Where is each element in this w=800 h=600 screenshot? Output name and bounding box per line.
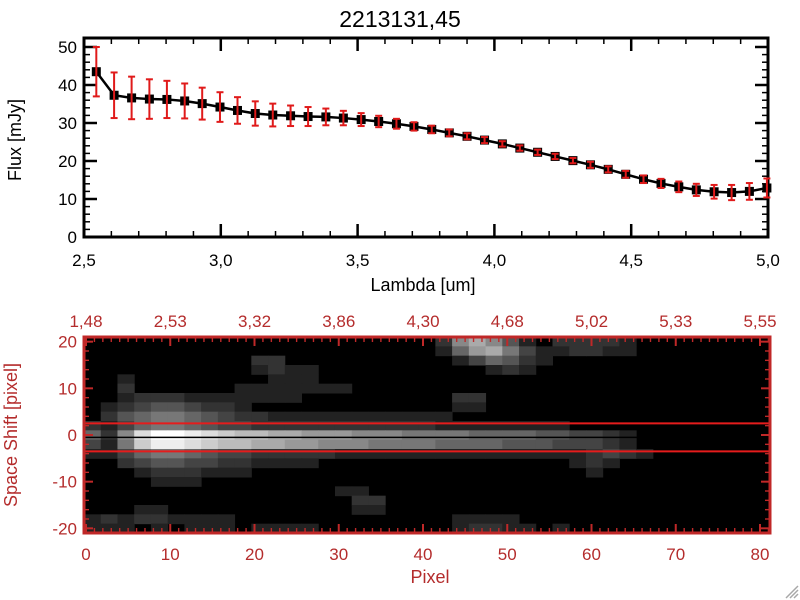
heatmap-image [84, 337, 654, 534]
plot-title: 2213131,45 [339, 6, 461, 32]
image-overlay-lines [84, 422, 770, 453]
spectrum-x-tick-label: 3,0 [209, 251, 233, 270]
image-tick-labels: 1,48 0 2,53 10 3,32 20 3,86 30 4,30 40 4,68 50 5,02 6… [52, 312, 776, 564]
image-y-tick-label: 10 [58, 379, 77, 398]
spectrum-x-tick-label: 3,5 [346, 251, 370, 270]
image-frame [82, 335, 772, 535]
pixel-axis-label: Pixel [410, 567, 449, 587]
spectrum-x-tick-label: 5,0 [756, 251, 780, 270]
resize-grip-icon[interactable] [785, 585, 799, 599]
spectrum-y-tick-label: 40 [58, 76, 77, 95]
image-top-wavelength-label: 1,48 [69, 312, 102, 331]
image-x-tick-label: 70 [666, 545, 685, 564]
space-shift-axis-label: Space Shift [pixel] [1, 363, 21, 507]
spectrum-x-tick-label: 4,0 [483, 251, 507, 270]
image-top-wavelength-label: 5,33 [659, 312, 692, 331]
image-top-wavelength-label: 3,86 [322, 312, 355, 331]
image-top-wavelength-label: 5,55 [743, 312, 776, 331]
spectrum-x-tick-label: 2,5 [72, 251, 96, 270]
spectrum-tick-labels: 2,5 3,0 3,5 4,0 4,5 5,0 0 10 20 30 40 50 [58, 38, 780, 270]
image-x-tick-label: 40 [414, 545, 433, 564]
image-top-wavelength-label: 5,02 [575, 312, 608, 331]
spectrum-y-tick-label: 50 [58, 38, 77, 57]
image-x-tick-label: 30 [329, 545, 348, 564]
spectrum-y-tick-label: 20 [58, 152, 77, 171]
image-x-tick-label: 60 [582, 545, 601, 564]
image-top-wavelength-label: 3,32 [238, 312, 271, 331]
image-top-wavelength-label: 4,68 [491, 312, 524, 331]
image-x-tick-label: 0 [81, 545, 90, 564]
image-y-tick-label: 20 [58, 333, 77, 352]
image-x-tick-label: 10 [161, 545, 180, 564]
spectrum-frame [82, 36, 770, 239]
image-y-tick-label: 0 [68, 426, 77, 445]
spectrum-y-tick-label: 10 [58, 190, 77, 209]
image-y-tick-label: -10 [52, 473, 77, 492]
image-x-tick-label: 80 [751, 545, 770, 564]
image-y-tick-label: -20 [52, 519, 77, 538]
spectrum-x-tick-label: 4,5 [619, 251, 643, 270]
image-x-tick-label: 50 [498, 545, 517, 564]
flux-axis-label: Flux [mJy] [5, 99, 25, 181]
spectrum-y-tick-label: 0 [68, 228, 77, 247]
image-top-wavelength-label: 4,30 [406, 312, 439, 331]
spectrum-ticks [82, 38, 770, 239]
spectrum-y-tick-label: 30 [58, 114, 77, 133]
lambda-axis-label: Lambda [um] [370, 275, 475, 295]
render-root: 2,5 3,0 3,5 4,0 4,5 5,0 0 10 20 30 40 50 1,48 0 2,53 10… [52, 36, 780, 564]
image-top-wavelength-label: 2,53 [154, 312, 187, 331]
image-x-tick-label: 20 [245, 545, 264, 564]
spectrum-error-bars [92, 46, 771, 202]
